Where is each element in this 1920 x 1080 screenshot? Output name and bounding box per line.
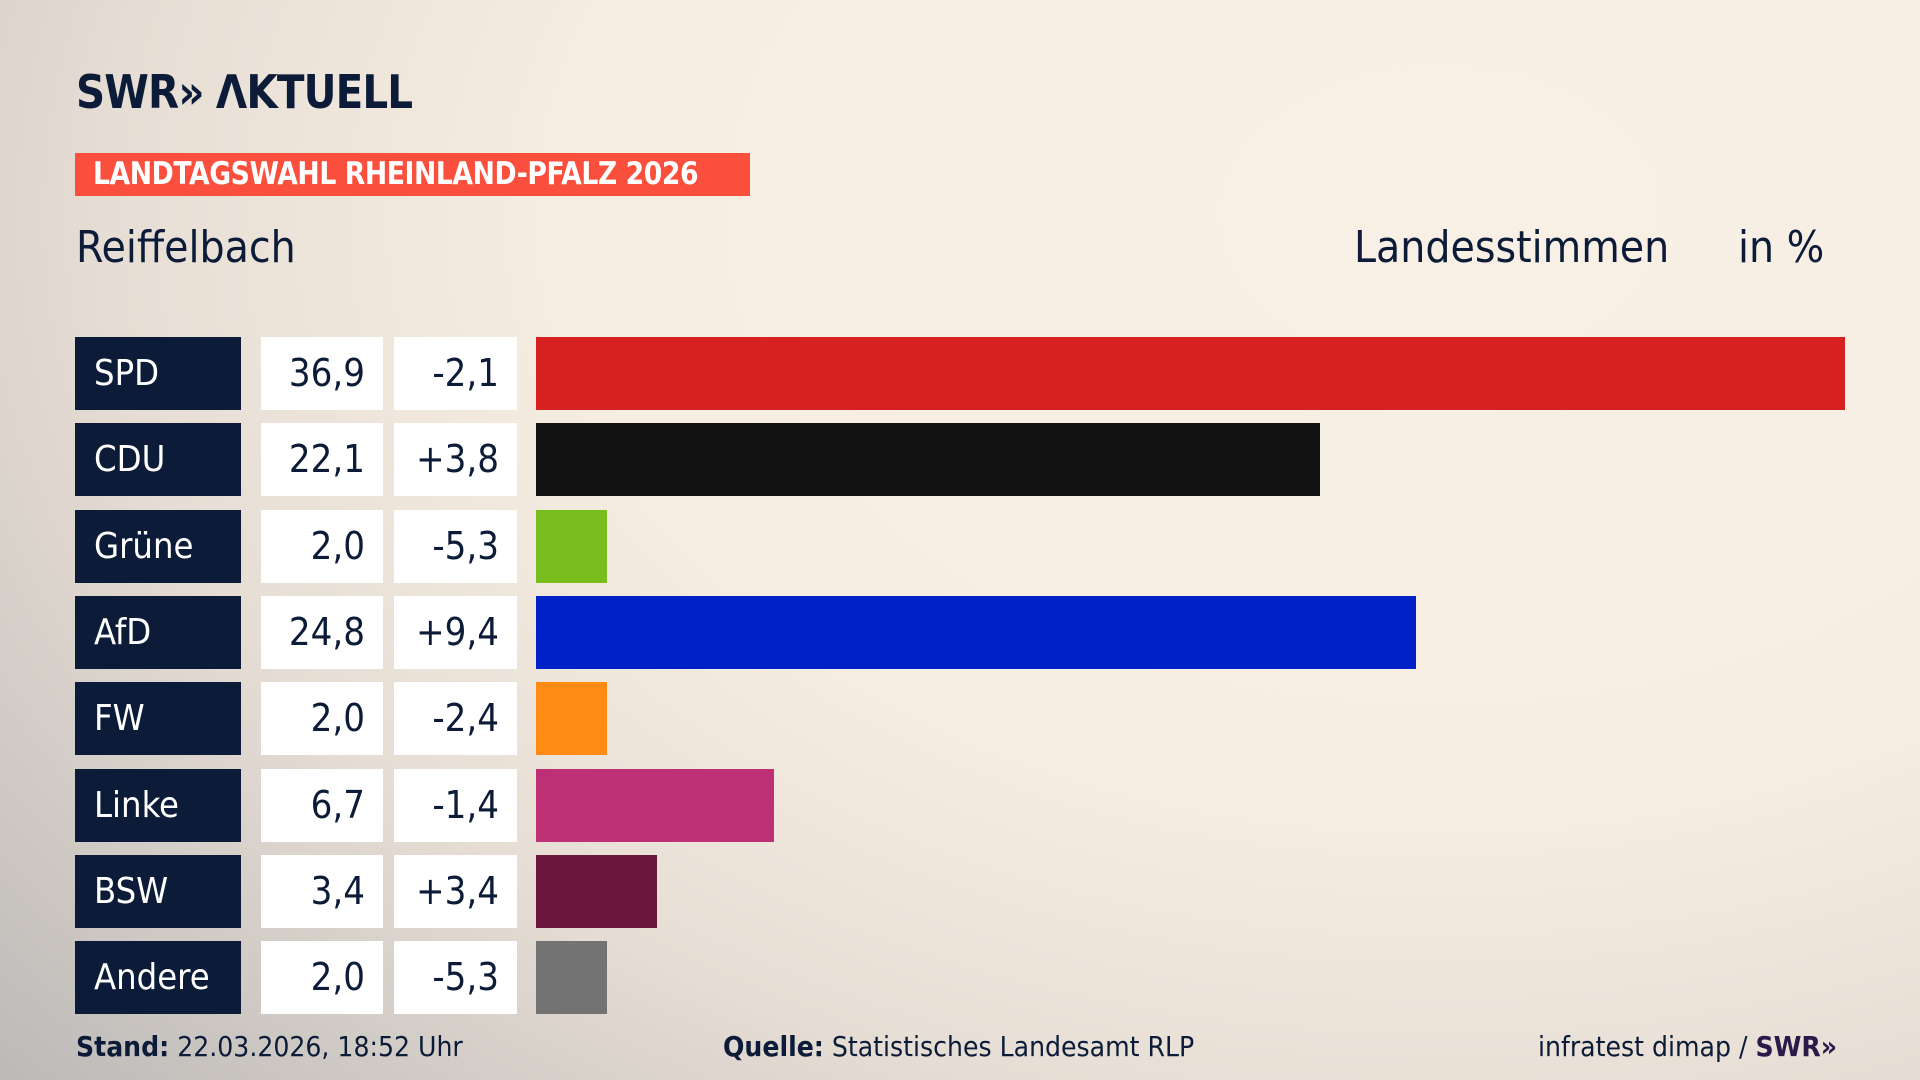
party-change: +3,8 [394,423,517,497]
source: Quelle: Statistisches Landesamt RLP [723,1030,1195,1063]
party-change: -5,3 [394,941,517,1015]
party-value: 2,0 [261,941,383,1015]
party-name: BSW [75,854,241,928]
party-bar [536,768,774,842]
election-banner: LANDTAGSWAHL RHEINLAND-PFALZ 2026 [75,153,750,196]
party-name: Grüne [75,509,241,583]
party-value: 22,1 [261,423,383,497]
party-name: Linke [75,768,241,842]
place-title: Reiffelbach [76,222,296,273]
party-change: -2,1 [394,337,517,410]
party-change: -2,4 [394,682,517,756]
party-value: 6,7 [261,768,383,842]
party-name: CDU [75,423,241,497]
party-change: -1,4 [394,768,517,842]
party-name: SPD [75,337,241,410]
party-name: AfD [75,595,241,669]
party-value: 3,4 [261,854,383,928]
party-value: 36,9 [261,337,383,410]
timestamp: Stand: 22.03.2026, 18:52 Uhr [76,1030,463,1063]
credit: infratest dimap / SWR» [1538,1030,1838,1063]
party-value: 24,8 [261,595,383,669]
party-change: +9,4 [394,595,517,669]
party-name: FW [75,682,241,756]
party-value: 2,0 [261,509,383,583]
swr-aktuell-logo: SWR» ΛKTUELL [76,65,413,119]
party-change: +3,4 [394,854,517,928]
party-bar [536,854,657,928]
swr-logo: SWR [1755,1030,1821,1063]
party-bar [536,682,607,756]
party-bar [536,509,607,583]
chevrons-icon: » [178,65,204,119]
party-change: -5,3 [394,509,517,583]
vote-type-label: Landesstimmen [1354,222,1670,273]
party-bar [536,423,1320,497]
party-bar [536,337,1845,410]
party-value: 2,0 [261,682,383,756]
chevrons-icon: » [1820,1030,1838,1063]
party-bar [536,941,607,1015]
unit-label: in % [1738,222,1825,273]
party-bar [536,595,1416,669]
party-name: Andere [75,941,241,1015]
